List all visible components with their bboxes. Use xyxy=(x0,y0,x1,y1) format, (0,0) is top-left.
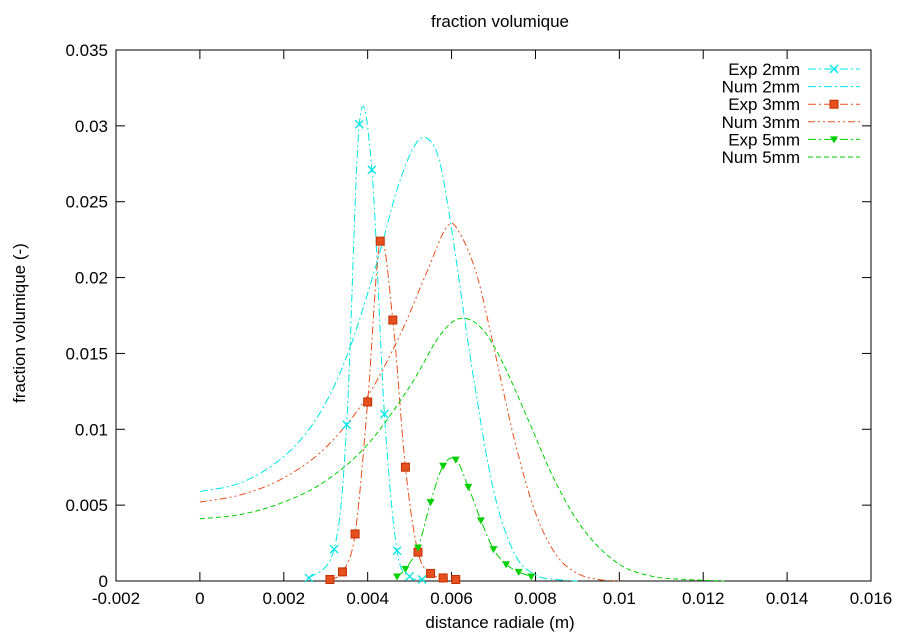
tick-labels: -0.002 0 0.002 0.004 0.006 0.008 0.01 0.012 0.01… xyxy=(65,41,892,608)
marker-stroke xyxy=(392,546,402,556)
data-point-exp-3mm xyxy=(375,236,385,246)
marker-stroke xyxy=(405,571,415,581)
data-point-exp-2mm xyxy=(417,575,427,584)
legend-label-num-5mm: Num 5mm xyxy=(722,148,800,167)
legend-marker-exp-5mm xyxy=(830,136,838,144)
x-tick-label: 0.004 xyxy=(346,589,389,608)
data-point-exp-5mm xyxy=(527,573,536,581)
x-tick-label: -0.002 xyxy=(92,589,140,608)
y-tick-label: 0.02 xyxy=(75,269,108,288)
legend-label-exp-2mm: Exp 2mm xyxy=(728,60,800,79)
data-point-exp-5mm xyxy=(401,565,410,573)
marker-stroke xyxy=(304,573,314,583)
data-point-exp-3mm xyxy=(451,574,461,584)
data-point-exp-5mm xyxy=(451,456,460,464)
series-line-exp-2mm xyxy=(308,106,423,581)
series-line-exp-3mm xyxy=(329,238,456,580)
data-point-exp-5mm xyxy=(439,462,448,470)
data-point-exp-2mm xyxy=(304,573,314,583)
y-axis-label: fraction volumique (-) xyxy=(10,243,29,403)
series-lines xyxy=(199,106,725,582)
data-point-exp-5mm xyxy=(393,573,402,581)
x-tick-label: 0.016 xyxy=(850,589,893,608)
ticks xyxy=(115,49,872,582)
data-point-exp-5mm xyxy=(476,517,485,525)
data-point-exp-2mm xyxy=(329,544,339,554)
legend-label-num-2mm: Num 2mm xyxy=(722,78,800,97)
legend-marker-exp-3mm xyxy=(829,99,839,109)
data-point-exp-3mm xyxy=(363,397,373,407)
x-tick-label: 0.002 xyxy=(263,589,306,608)
data-point-exp-3mm xyxy=(325,574,335,584)
data-point-exp-5mm xyxy=(426,499,435,507)
series-line-num-3mm xyxy=(199,222,620,582)
x-axis-label: distance radiale (m) xyxy=(425,613,574,632)
data-point-exp-3mm xyxy=(338,567,347,577)
data-point-exp-5mm xyxy=(514,568,523,576)
x-tick-label: 0.006 xyxy=(430,589,473,608)
plot-border xyxy=(115,49,872,582)
data-point-exp-2mm xyxy=(392,546,402,556)
marker-stroke xyxy=(342,420,352,430)
series-line-num-2mm xyxy=(199,136,578,582)
y-tick-label: 0.025 xyxy=(65,193,108,212)
y-tick-label: 0.01 xyxy=(75,420,108,439)
x-tick-label: 0.008 xyxy=(514,589,557,608)
legend-label-num-3mm: Num 3mm xyxy=(722,113,800,132)
marker-stroke xyxy=(417,575,427,584)
data-point-exp-5mm xyxy=(464,483,473,491)
legend-label-exp-5mm: Exp 5mm xyxy=(728,130,800,149)
x-tick-label: 0.012 xyxy=(682,589,725,608)
y-tick-label: 0.005 xyxy=(65,496,108,515)
data-point-exp-2mm xyxy=(405,571,415,581)
series-markers xyxy=(304,119,536,584)
marker-stroke xyxy=(829,64,839,74)
legend-marker-exp-2mm xyxy=(829,64,839,74)
marker-stroke xyxy=(367,165,377,175)
marker-stroke xyxy=(329,544,339,554)
data-point-exp-5mm xyxy=(489,546,498,554)
data-point-exp-2mm xyxy=(354,119,364,129)
plot-frame xyxy=(115,49,872,582)
data-point-exp-3mm xyxy=(388,315,398,325)
x-tick-label: 0 xyxy=(195,589,204,608)
data-point-exp-5mm xyxy=(502,561,511,569)
y-tick-label: 0.035 xyxy=(65,41,108,60)
x-tick-label: 0.01 xyxy=(603,589,636,608)
x-tick-label: 0.014 xyxy=(766,589,809,608)
series-line-num-5mm xyxy=(199,317,725,582)
data-point-exp-2mm xyxy=(342,420,352,430)
marker-stroke xyxy=(379,409,389,419)
y-tick-label: 0 xyxy=(99,572,108,591)
data-point-exp-3mm xyxy=(350,529,360,539)
marker-stroke xyxy=(354,119,364,129)
legend-label-exp-3mm: Exp 3mm xyxy=(728,95,800,114)
y-tick-label: 0.03 xyxy=(75,117,108,136)
data-point-exp-3mm xyxy=(438,573,448,583)
data-point-exp-2mm xyxy=(367,165,377,175)
y-tick-label: 0.015 xyxy=(65,344,108,363)
chart-title: fraction volumique xyxy=(431,12,569,31)
data-point-exp-3mm xyxy=(426,568,436,578)
series-line-exp-5mm xyxy=(396,457,532,577)
data-point-exp-3mm xyxy=(400,462,410,472)
data-point-exp-2mm xyxy=(379,409,389,419)
data-point-exp-5mm xyxy=(414,544,422,552)
